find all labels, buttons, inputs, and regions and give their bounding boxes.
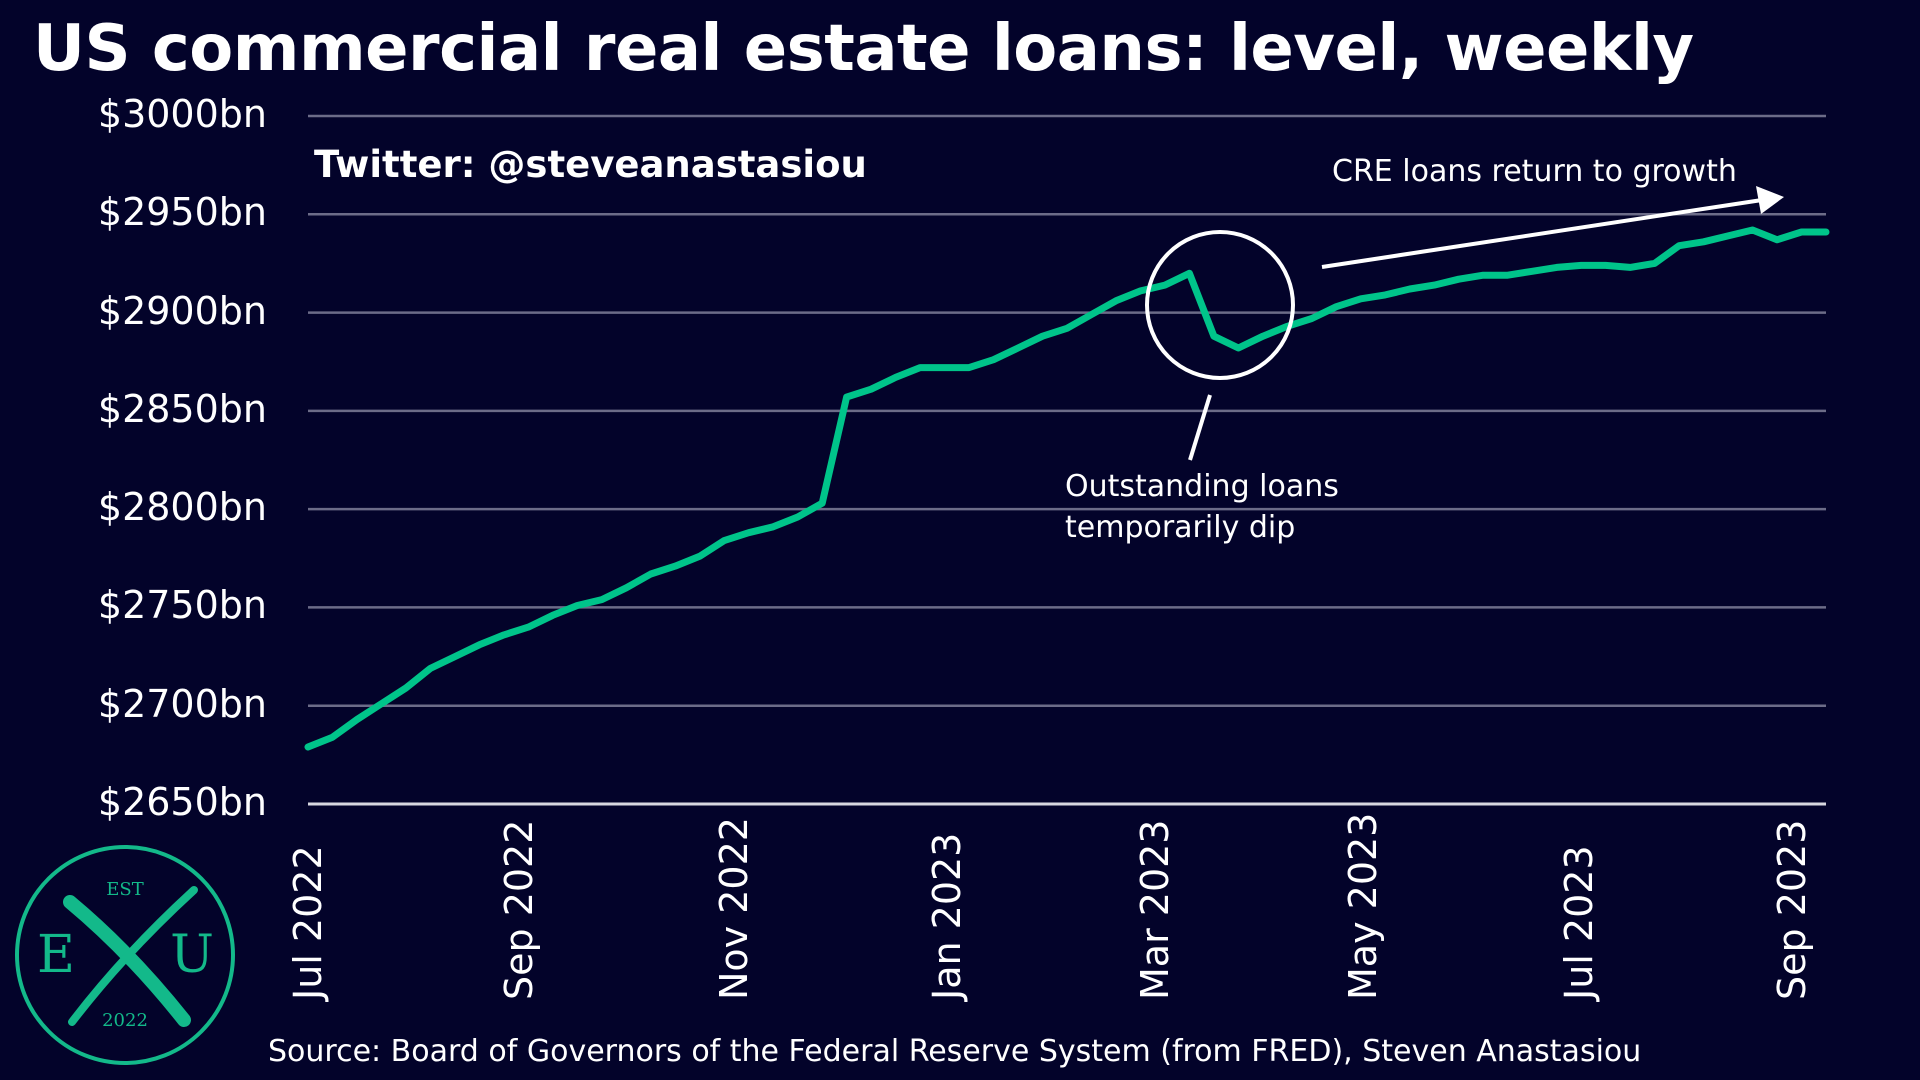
growth-annotation: CRE loans return to growth (1332, 154, 1737, 189)
data-point (527, 626, 529, 628)
data-point (1531, 270, 1533, 272)
data-point (1556, 266, 1558, 268)
data-point (1115, 300, 1117, 302)
data-point (1458, 278, 1460, 280)
data-point (380, 703, 382, 705)
data-point (1605, 264, 1607, 266)
data-point (919, 367, 921, 369)
data-point (944, 367, 946, 369)
data-point (968, 367, 970, 369)
data-point (1017, 347, 1019, 349)
data-point (331, 736, 333, 738)
data-point (1213, 335, 1215, 337)
x-tick-label: Jul 2022 (286, 845, 330, 1000)
data-point (1237, 347, 1239, 349)
y-tick-label: $3000bn (97, 92, 267, 136)
y-tick-label: $2850bn (97, 386, 267, 431)
data-point (1262, 335, 1264, 337)
source-note: Source: Board of Governors of the Federa… (268, 1034, 1642, 1069)
exu-logo: EST E U 2022 (15, 845, 235, 1065)
data-point (1409, 288, 1411, 290)
growth-arrow-head (1756, 186, 1784, 214)
data-point (723, 540, 725, 542)
data-point (1801, 231, 1803, 233)
data-point (429, 667, 431, 669)
data-point (699, 555, 701, 557)
data-point (576, 604, 578, 606)
chart-title: US commercial real estate loans: level, … (33, 12, 1694, 86)
data-point (821, 502, 823, 504)
data-point (1286, 325, 1288, 327)
data-point (601, 599, 603, 601)
data-point (1335, 306, 1337, 308)
data-point (772, 526, 774, 528)
data-point (1825, 231, 1827, 233)
data-point (1703, 241, 1705, 243)
data-point (1164, 284, 1166, 286)
data-point (674, 565, 676, 567)
dip-annotation-line1: Outstanding loans (1065, 469, 1339, 504)
data-point (405, 687, 407, 689)
x-tick-label: Sep 2022 (496, 819, 541, 1000)
data-point (552, 614, 554, 616)
data-point (1188, 272, 1190, 274)
y-tick-label: $2700bn (97, 681, 267, 726)
x-tick-label: Sep 2023 (1769, 819, 1814, 1000)
data-point (650, 573, 652, 575)
data-point (993, 359, 995, 361)
dip-annotation-line2: temporarily dip (1065, 510, 1296, 545)
data-point (1678, 245, 1680, 247)
data-point (307, 746, 309, 748)
data-point (1139, 290, 1141, 292)
y-tick-label: $2750bn (97, 583, 267, 628)
data-point (454, 656, 456, 658)
data-point (1629, 266, 1631, 268)
logo-letter-u: U (170, 925, 214, 985)
data-point (1384, 294, 1386, 296)
data-point (1482, 274, 1484, 276)
data-point (846, 396, 848, 398)
data-point (870, 388, 872, 390)
x-tick-label: Nov 2022 (712, 817, 757, 1000)
data-point (1654, 262, 1656, 264)
data-point (1311, 317, 1313, 319)
twitter-handle: Twitter: @steveanastasiou (314, 143, 867, 186)
data-point (1727, 235, 1729, 237)
x-tick-label: Jul 2023 (1556, 845, 1601, 1000)
data-point (478, 644, 480, 646)
data-point (748, 532, 750, 534)
data-point (895, 376, 897, 378)
data-point (1360, 298, 1362, 300)
x-tick-label: May 2023 (1341, 812, 1386, 1000)
dip-highlight-circle (1145, 230, 1295, 380)
growth-arrow-line (1321, 198, 1763, 269)
data-point (1776, 239, 1778, 241)
y-tick-label: $2900bn (97, 288, 267, 333)
data-point (503, 634, 505, 636)
data-point (1433, 284, 1435, 286)
data-point (625, 587, 627, 589)
y-tick-label: $2800bn (97, 485, 267, 530)
data-point (797, 516, 799, 518)
y-tick-label: $2950bn (97, 190, 267, 235)
data-point (1752, 229, 1754, 231)
logo-year: 2022 (102, 1010, 148, 1031)
data-point (1066, 327, 1068, 329)
logo-letter-e: E (37, 925, 75, 985)
dip-pointer-line (1188, 394, 1212, 461)
data-point (1580, 264, 1582, 266)
logo-est: EST (106, 879, 143, 900)
y-tick-label: $2650bn (97, 780, 267, 824)
x-tick-label: Mar 2023 (1133, 819, 1178, 1000)
data-point (1090, 314, 1092, 316)
x-tick-label: Jan 2023 (925, 832, 970, 1000)
data-point (1042, 335, 1044, 337)
data-point (356, 718, 358, 720)
data-point (1507, 274, 1509, 276)
